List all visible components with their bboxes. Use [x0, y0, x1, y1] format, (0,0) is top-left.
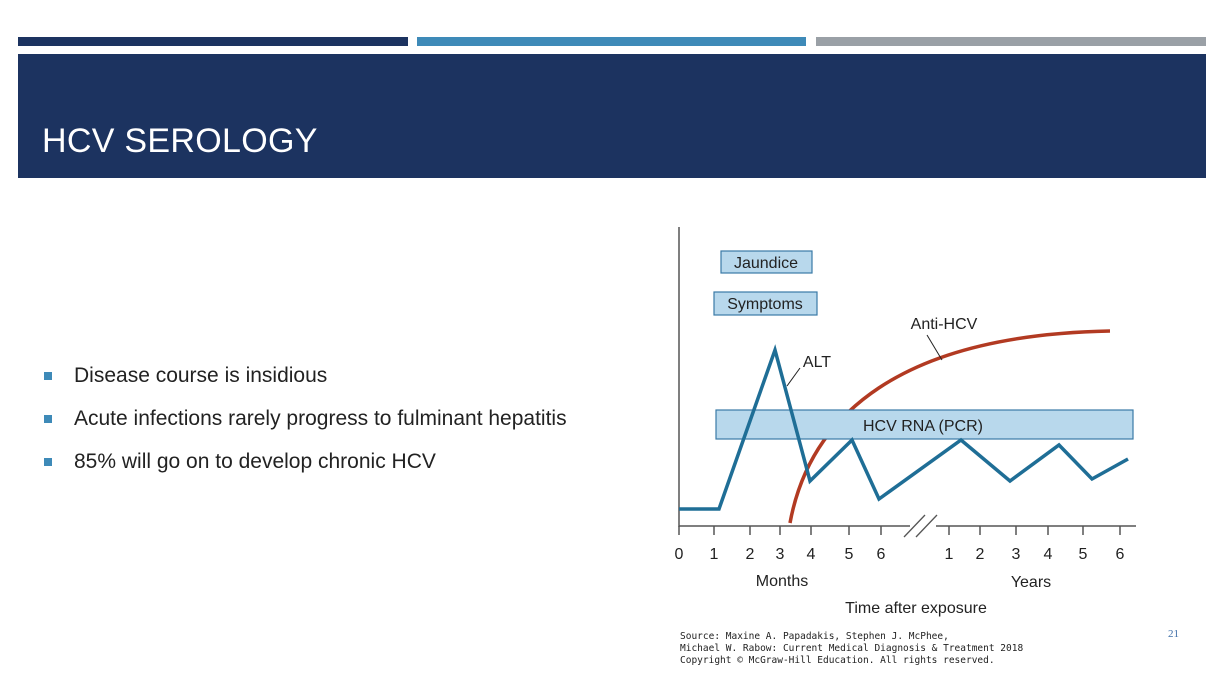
- axis-break-mark: [903, 514, 926, 538]
- month-tick-label: 1: [710, 546, 719, 563]
- square-bullet-icon: [44, 371, 52, 380]
- hcv-rna-bar: [715, 409, 1134, 440]
- bullet-text: Acute infections rarely progress to fulm…: [74, 406, 567, 430]
- source-line: Copyright © McGraw-Hill Education. All r…: [680, 655, 995, 666]
- jaundice-label: Jaundice: [734, 255, 798, 272]
- year-tick-label: 1: [945, 546, 954, 563]
- alt-pointer: [786, 367, 801, 387]
- year-tick-label: 3: [1012, 546, 1021, 563]
- x-axis-title: Time after exposure: [845, 600, 987, 617]
- hcv-serology-diagram: 0 1 2 3 4 5 6 1 2 3 4 5 6 Months Years T…: [675, 227, 1136, 617]
- title-band: HCV SEROLOGY: [18, 54, 1206, 178]
- jaundice-bar: [720, 250, 813, 274]
- month-tick-label: 5: [845, 546, 854, 563]
- source-citation: Source: Maxine A. Papadakis, Stephen J. …: [680, 631, 1023, 667]
- alt-line: [679, 344, 1129, 511]
- page-number: 21: [1168, 628, 1179, 640]
- axis-break-gap: [910, 515, 936, 537]
- source-line: Source: Maxine A. Papadakis, Stephen J. …: [680, 631, 949, 642]
- year-tick-label: 6: [1116, 546, 1125, 563]
- month-tick-label: 3: [776, 546, 785, 563]
- anti-hcv-label: Anti-HCV: [911, 316, 978, 333]
- square-bullet-icon: [44, 414, 52, 423]
- year-tick-label: 5: [1079, 546, 1088, 563]
- bullet-item: Acute infections rarely progress to fulm…: [44, 397, 567, 440]
- bullet-text: Disease course is insidious: [74, 363, 328, 387]
- year-tick-label: 2: [976, 546, 985, 563]
- bullet-item: Disease course is insidious: [44, 354, 567, 397]
- square-bullet-icon: [44, 457, 52, 466]
- month-tick-label: 4: [807, 546, 816, 563]
- accent-stripe-blue: [417, 37, 806, 46]
- accent-stripe-gray: [816, 37, 1206, 46]
- alt-label: ALT: [803, 354, 831, 371]
- month-tick-label: 0: [675, 546, 684, 563]
- anti-hcv-pointer: [926, 334, 943, 361]
- years-label: Years: [1011, 574, 1051, 591]
- anti-hcv-curve: [788, 329, 1111, 524]
- year-tick-label: 4: [1044, 546, 1053, 563]
- bullet-list: Disease course is insidious Acute infect…: [44, 354, 567, 483]
- months-label: Months: [756, 573, 808, 590]
- axis-break-mark: [915, 514, 938, 538]
- month-tick-label: 6: [877, 546, 886, 563]
- bullet-item: 85% will go on to develop chronic HCV: [44, 440, 567, 483]
- month-ticks: [678, 526, 1121, 535]
- source-line: Michael W. Rabow: Current Medical Diagno…: [680, 643, 1024, 654]
- hcv-rna-label: HCV RNA (PCR): [863, 418, 983, 435]
- slide-title: HCV SEROLOGY: [42, 122, 318, 160]
- symptoms-bar: [713, 291, 818, 316]
- symptoms-label: Symptoms: [727, 296, 803, 313]
- month-tick-label: 2: [746, 546, 755, 563]
- bullet-text: 85% will go on to develop chronic HCV: [74, 449, 436, 473]
- accent-stripe-dark: [18, 37, 408, 46]
